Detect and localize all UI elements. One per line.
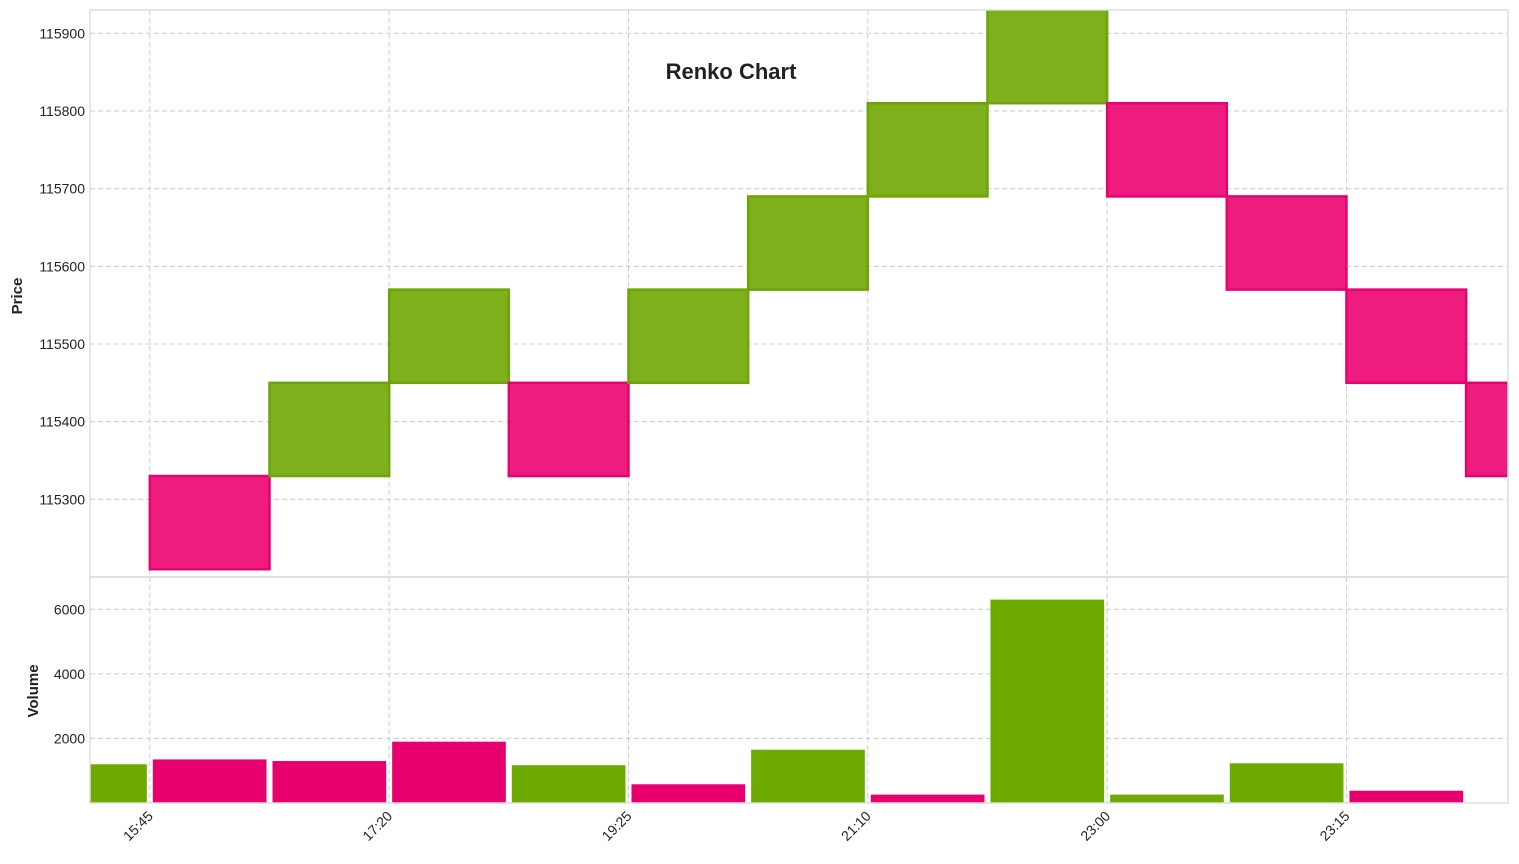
- volume-tick-label: 4000: [54, 666, 85, 682]
- price-tick-label: 115600: [39, 258, 85, 274]
- volume-grid: [90, 577, 1508, 803]
- volume-bar-up: [1229, 763, 1344, 803]
- volume-panel-frame: [89, 576, 1509, 804]
- x-tick-label: 17:20: [359, 808, 395, 844]
- price-tick-label: 115400: [39, 414, 85, 430]
- volume-bars: [90, 599, 1464, 803]
- volume-bar-down: [1349, 790, 1464, 803]
- volume-tick-label: 2000: [54, 730, 85, 746]
- renko-brick-up: [268, 381, 391, 478]
- panel-frames: [89, 9, 1509, 804]
- renko-brick-down: [507, 381, 630, 478]
- volume-bar-up: [751, 749, 865, 803]
- volume-bar-down: [870, 794, 985, 803]
- renko-brick-up: [746, 195, 870, 291]
- renko-brick-down: [1225, 195, 1348, 291]
- price-tick-labels: 115300 115400 115500 115600 115700 115800 1159…: [39, 25, 85, 507]
- renko-brick-down: [148, 474, 271, 571]
- volume-bar-down: [152, 759, 267, 803]
- renko-brick-up: [387, 288, 511, 385]
- x-tick-label: 19:25: [599, 808, 635, 844]
- price-grid: [90, 10, 1508, 577]
- volume-tick-labels: 2000 4000 6000: [54, 601, 85, 746]
- price-tick-label: 115800: [39, 103, 85, 119]
- volume-bar-up: [90, 764, 147, 803]
- renko-brick-up: [627, 288, 750, 385]
- price-tick-label: 115900: [39, 25, 85, 41]
- price-axis-label: Price: [9, 278, 26, 315]
- volume-bar-down: [631, 784, 746, 803]
- volume-bar-up: [990, 599, 1105, 803]
- renko-brick-down: [1105, 101, 1229, 198]
- volume-bar-up: [511, 765, 626, 803]
- price-bricks: [148, 10, 1508, 571]
- renko-brick-down: [1345, 288, 1468, 385]
- price-tick-label: 115500: [39, 336, 85, 352]
- renko-brick-up: [866, 101, 989, 198]
- x-tick-label: 23:00: [1077, 808, 1113, 844]
- volume-bar-up: [1110, 794, 1224, 803]
- volume-tick-label: 6000: [54, 601, 85, 617]
- x-tick-label: 21:10: [838, 808, 874, 844]
- volume-bar-down: [272, 761, 387, 803]
- volume-bar-down: [392, 741, 506, 803]
- x-tick-labels: 15:45 17:20 19:25 21:10 23:00 23:15: [120, 808, 1353, 844]
- renko-brick-up: [986, 10, 1109, 105]
- price-tick-label: 115300: [39, 491, 85, 507]
- chart-title: Renko Chart: [666, 59, 797, 84]
- x-tick-label: 15:45: [120, 808, 156, 844]
- price-tick-label: 115700: [39, 181, 85, 197]
- price-panel-frame: [89, 9, 1509, 578]
- renko-brick-down: [1464, 381, 1508, 478]
- volume-axis-label: Volume: [25, 664, 42, 717]
- x-tick-label: 23:15: [1316, 808, 1352, 844]
